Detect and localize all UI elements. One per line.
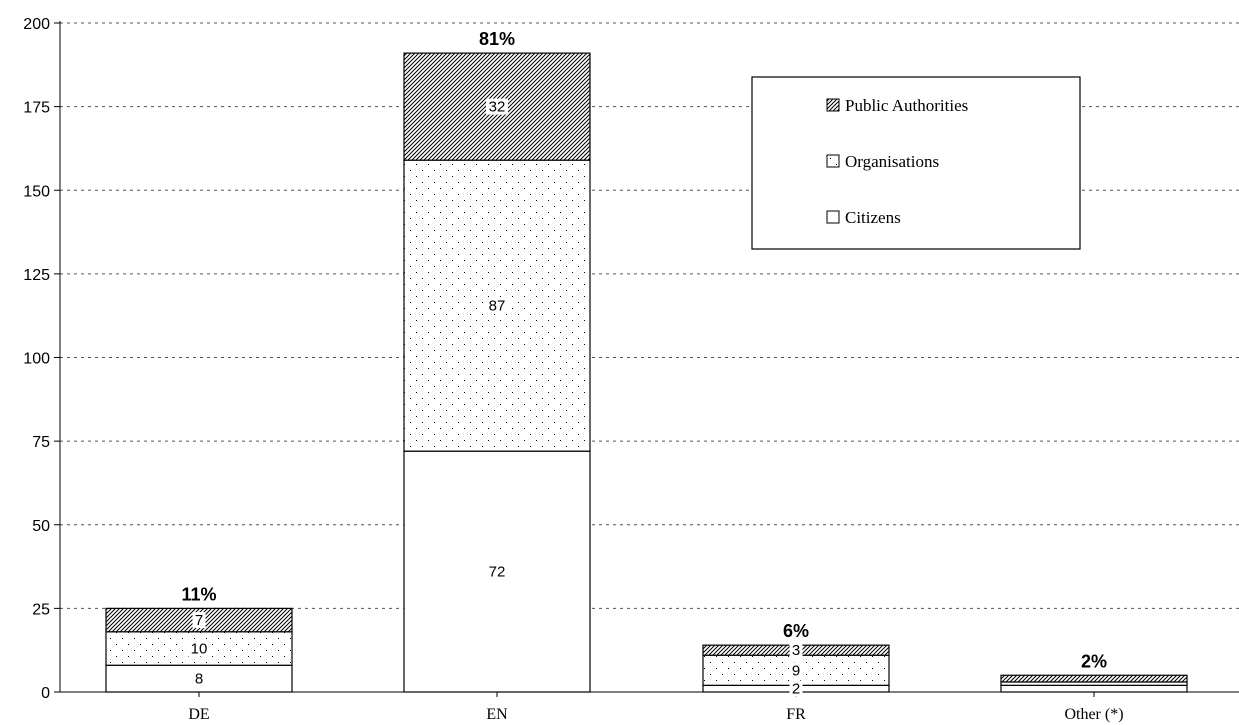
- bar-segment-citizens: [1000, 684, 1188, 693]
- legend-box: [751, 76, 1081, 250]
- legend-entry-label: Citizens: [845, 208, 901, 227]
- gridlines: [60, 22, 1239, 609]
- x-category-label: EN: [486, 706, 508, 723]
- segment-label-background: [192, 670, 206, 687]
- segment-label-background: [192, 612, 206, 629]
- y-tick-label: 125: [23, 267, 50, 284]
- x-category-label: DE: [188, 706, 209, 723]
- y-tick-label: 0: [41, 685, 50, 702]
- legend-swatch: [826, 154, 840, 168]
- bar-segment-public-authorities: [1000, 674, 1188, 683]
- segment-label-background: [789, 680, 803, 697]
- x-category-label: Other (*): [1064, 706, 1123, 723]
- y-tick-label: 150: [23, 183, 50, 200]
- total-percent-label: 11%: [181, 584, 216, 604]
- y-tick-label: 75: [32, 434, 50, 451]
- segment-value-label: 3: [792, 642, 800, 659]
- segment-value-label: 7: [195, 612, 203, 629]
- legend-swatch: [826, 98, 840, 112]
- total-percent-label: 6%: [783, 621, 809, 641]
- y-tick-label: 50: [32, 518, 50, 535]
- segment-label-background: [789, 642, 803, 659]
- y-tick-label: 175: [23, 100, 50, 117]
- y-tick-label: 25: [32, 601, 50, 618]
- segment-value-label: 10: [191, 641, 208, 658]
- total-percent-label: 2%: [1081, 651, 1107, 671]
- segment-label-background: [789, 662, 803, 679]
- segment-value-label: 9: [792, 662, 800, 679]
- segment-value-label: 32: [489, 99, 506, 116]
- segment-label-background: [486, 98, 508, 115]
- legend-entry-label: Public Authorities: [845, 96, 968, 115]
- segment-value-label: 87: [489, 298, 506, 315]
- legend-swatch: [826, 210, 840, 224]
- segment-value-label: 2: [792, 681, 800, 698]
- segment-label-background: [486, 563, 508, 580]
- segment-label-background: [188, 640, 210, 657]
- x-category-label: FR: [786, 706, 806, 723]
- segment-label-background: [486, 297, 508, 314]
- legend: Public Authorities Organisations Citizens: [751, 76, 1081, 250]
- legend-entry-label: Organisations: [845, 152, 939, 171]
- y-tick-label: 100: [23, 351, 50, 368]
- bars: [105, 52, 1188, 693]
- segment-value-label: 72: [489, 564, 506, 581]
- total-percent-label: 81%: [479, 29, 515, 49]
- segment-value-label: 8: [195, 671, 203, 688]
- y-tick-label: 200: [23, 16, 50, 33]
- data-labels: 8 10 7 11% 72 87 32 81% 2 9 36% 2%: [181, 29, 1107, 698]
